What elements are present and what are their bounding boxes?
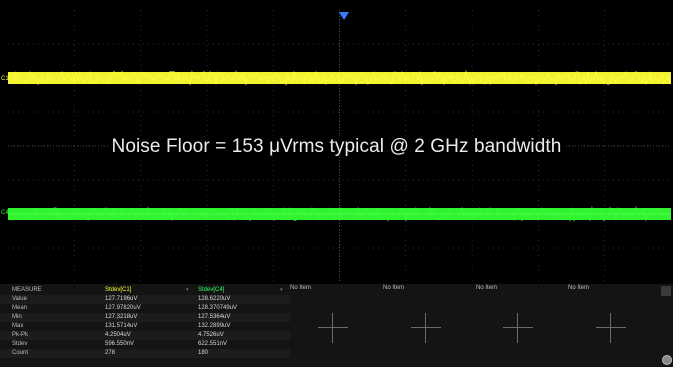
panel-close-icon[interactable] [661, 286, 671, 296]
channel1-marker[interactable]: C1 [1, 76, 9, 82]
measure-row-label: Mean [12, 305, 28, 311]
measure-value-c1: 596.550nV [105, 341, 135, 347]
channel1-waveform-band [8, 72, 671, 84]
measure-title: MEASURE [12, 287, 42, 293]
channel4-marker[interactable]: C4 [1, 210, 9, 216]
empty-slot-2[interactable]: No Item [383, 285, 405, 291]
measure-value-c1: 127.3218uV [105, 314, 138, 320]
add-measure-plus-icon[interactable] [596, 313, 626, 343]
trigger-position-marker[interactable] [339, 12, 349, 20]
measure-row-label: Value [12, 296, 27, 302]
measure-value-c1: 131.5714uV [105, 323, 138, 329]
add-measure-plus-icon[interactable] [411, 313, 441, 343]
measure-row: Pk-Pk 4.2504uV 4.7526uV [0, 331, 290, 340]
empty-slot-4[interactable]: No Item [568, 285, 590, 291]
measure-value-c1: 127.97820uV [105, 305, 141, 311]
settings-icon[interactable] [662, 355, 672, 365]
measure-header-row: MEASURE Stdev[C1] ▾ Stdev[C4] ▾ [0, 286, 290, 295]
measure-value-c4: 622.551nV [198, 341, 228, 347]
measure-row-label: Min [12, 314, 22, 320]
measure-value-c4: 180 [198, 350, 209, 356]
measure-value-c4: 132.2899uV [198, 323, 231, 329]
measure-row: Stdev 596.550nV 622.551nV [0, 340, 290, 349]
channel4-waveform [8, 205, 671, 223]
add-measure-plus-icon[interactable] [318, 313, 348, 343]
measure-value-c4: 4.7526uV [198, 332, 224, 338]
measure-value-c1: 127.7196uV [105, 296, 138, 302]
column-stdev-c4[interactable]: Stdev[C4] [198, 287, 225, 293]
measure-value-c1: 4.2504uV [105, 332, 131, 338]
measure-row-label: Count [12, 350, 29, 356]
measure-row: Mean 127.97820uV 128.370749uV [0, 304, 290, 313]
channel1-waveform [8, 69, 671, 87]
column-menu-icon[interactable]: ▾ [280, 287, 283, 293]
measure-row: Max 131.5714uV 132.2899uV [0, 322, 290, 331]
measure-value-c4: 128.370749uV [198, 305, 238, 311]
measure-row: Count 278 180 [0, 349, 290, 358]
measure-row: Min 127.3218uV 127.5364uV [0, 313, 290, 322]
noise-floor-caption: Noise Floor = 153 μVrms typical @ 2 GHz … [0, 136, 673, 158]
measure-value-c4: 127.5364uV [198, 314, 231, 320]
empty-slot-1[interactable]: No Item [290, 285, 312, 291]
measure-row-label: Max [12, 323, 24, 329]
column-stdev-c1[interactable]: Stdev[C1] [105, 287, 132, 293]
measure-row-label: Pk-Pk [12, 332, 29, 338]
add-measure-plus-icon[interactable] [503, 313, 533, 343]
empty-slot-3[interactable]: No Item [476, 285, 498, 291]
measure-row: Value 127.7196uV 128.6220uV [0, 295, 290, 304]
measure-value-c4: 128.6220uV [198, 296, 231, 302]
channel4-waveform-band [8, 208, 671, 220]
column-menu-icon[interactable]: ▾ [186, 287, 189, 293]
measure-value-c1: 278 [105, 350, 116, 356]
measure-row-label: Stdev [12, 341, 28, 347]
measure-panel: MEASURE Stdev[C1] ▾ Stdev[C4] ▾ Value 127… [0, 284, 673, 367]
